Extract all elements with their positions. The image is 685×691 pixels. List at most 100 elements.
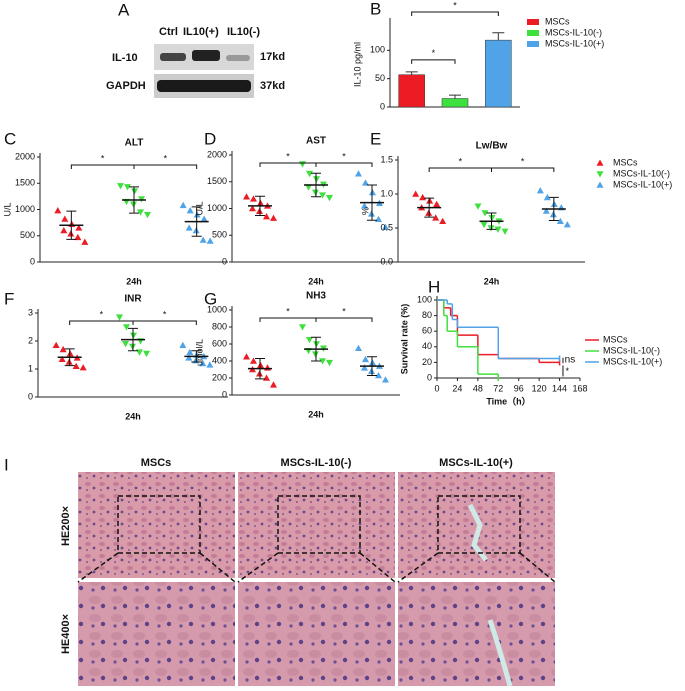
data-point (264, 364, 271, 371)
y-axis-label: U/L (2, 202, 12, 216)
data-point (375, 371, 382, 379)
significance-bracket (491, 167, 555, 172)
y-axis-label: U/L (194, 201, 204, 215)
x-tick-label: 144 (552, 383, 567, 393)
y-tick-label: 3 (28, 307, 33, 317)
chart-title: Lw/Bw (476, 141, 508, 152)
data-point (179, 201, 187, 209)
y-tick-label: 1 (28, 363, 33, 373)
annotation: * (100, 309, 104, 319)
y-tick-label: 600 (212, 338, 227, 348)
sd-bar (255, 195, 265, 216)
data-point (52, 341, 60, 348)
micrograph (78, 472, 235, 578)
y-tick-label: 0 (222, 389, 227, 399)
y-tick-label: 1000 (207, 304, 227, 314)
data-point (375, 215, 382, 222)
blot-band (226, 55, 250, 61)
data-point (116, 314, 123, 321)
bar (485, 39, 512, 108)
sd-bar (128, 327, 138, 352)
column-title: MSCs-IL-10(+) (439, 457, 513, 469)
data-point (54, 207, 62, 214)
data-point (355, 344, 362, 352)
legend-label: MSCs (613, 157, 638, 167)
data-point (299, 161, 306, 168)
x-tick-label: 72 (493, 383, 503, 393)
chart-title: NH3 (306, 291, 326, 302)
sd-bar (311, 172, 321, 198)
data-point (61, 215, 69, 222)
data-point (326, 195, 333, 202)
data-point (305, 184, 312, 191)
annotation: * (459, 156, 463, 166)
x-axis-label: 24h (126, 276, 142, 286)
data-point (59, 345, 67, 353)
size-label: 37kd (260, 80, 285, 92)
row-label: GAPDH (106, 80, 146, 92)
sd-bar (548, 196, 559, 222)
blot-band (160, 53, 186, 61)
data-point (361, 364, 368, 371)
data-point (536, 187, 544, 194)
y-tick-label: 400 (212, 355, 227, 365)
lane-label: IL10(+) (183, 26, 219, 38)
significance-bracket (259, 317, 317, 322)
bar (398, 74, 425, 108)
data-point (319, 192, 326, 199)
column-title: MSCs-IL-10(-) (281, 457, 352, 469)
data-point (501, 228, 509, 235)
significance-bracket (133, 164, 198, 169)
micrograph (398, 472, 555, 578)
panel-label: F (4, 289, 14, 308)
data-point (124, 184, 131, 191)
data-point (362, 179, 369, 186)
zoom-boxes (77, 495, 556, 583)
annotation: * (342, 306, 346, 316)
y-tick-label: 0 (380, 101, 385, 111)
sd-bar (486, 212, 497, 230)
sd-bar (191, 206, 202, 237)
x-tick-label: 168 (572, 383, 587, 393)
bar (441, 98, 469, 108)
legend-swatch (527, 41, 539, 47)
micrograph (78, 582, 235, 686)
data-point (81, 238, 89, 245)
sd-bar (129, 186, 139, 214)
y-tick-label: 2000 (15, 151, 35, 161)
y-tick-label: 1500 (15, 178, 35, 188)
y-tick-label: 40 (422, 341, 432, 351)
panel-label: E (370, 129, 381, 148)
data-point (563, 221, 571, 228)
data-point (432, 214, 440, 221)
legend-label: MSCs (603, 334, 628, 344)
data-point (250, 357, 257, 364)
sd-bar (255, 357, 265, 380)
data-point (355, 170, 362, 177)
histology-images (77, 472, 556, 687)
data-point (480, 221, 488, 229)
significance-bracket (428, 167, 492, 172)
data-point (75, 224, 83, 231)
y-tick-label: 2000 (207, 149, 227, 159)
data-point (206, 237, 214, 244)
y-tick-label: 100 (417, 294, 432, 304)
y-tick-label: 1000 (15, 204, 35, 214)
data-point (299, 324, 306, 331)
x-tick-label: 120 (532, 383, 547, 393)
data-point (199, 359, 207, 367)
data-point (263, 374, 270, 381)
data-point (206, 361, 214, 368)
y-tick-label: 50 (375, 73, 385, 83)
blot-band (157, 80, 251, 92)
legend-swatch (527, 30, 539, 36)
y-tick-label: 0 (28, 391, 33, 401)
significance-bracket (411, 11, 499, 16)
data-point (494, 226, 502, 233)
panel-label: A (118, 0, 130, 19)
annotation: * (286, 151, 290, 161)
data-point (117, 183, 124, 190)
significance-bracket (315, 317, 373, 322)
legend-label: MSCs-IL-10(+) (545, 38, 604, 48)
